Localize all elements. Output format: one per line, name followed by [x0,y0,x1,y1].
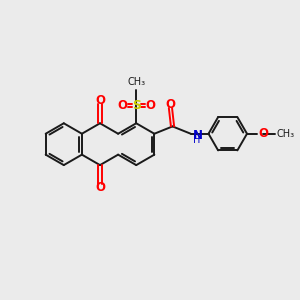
Text: O: O [146,99,155,112]
Text: CH₃: CH₃ [276,129,295,139]
Text: S: S [132,99,141,112]
Text: O: O [117,99,127,112]
Text: O: O [165,98,176,111]
Text: O: O [95,181,105,194]
Text: N: N [193,129,203,142]
Text: CH₃: CH₃ [127,77,145,88]
Text: H: H [193,135,200,145]
Text: O: O [95,94,105,107]
Text: O: O [259,127,269,140]
